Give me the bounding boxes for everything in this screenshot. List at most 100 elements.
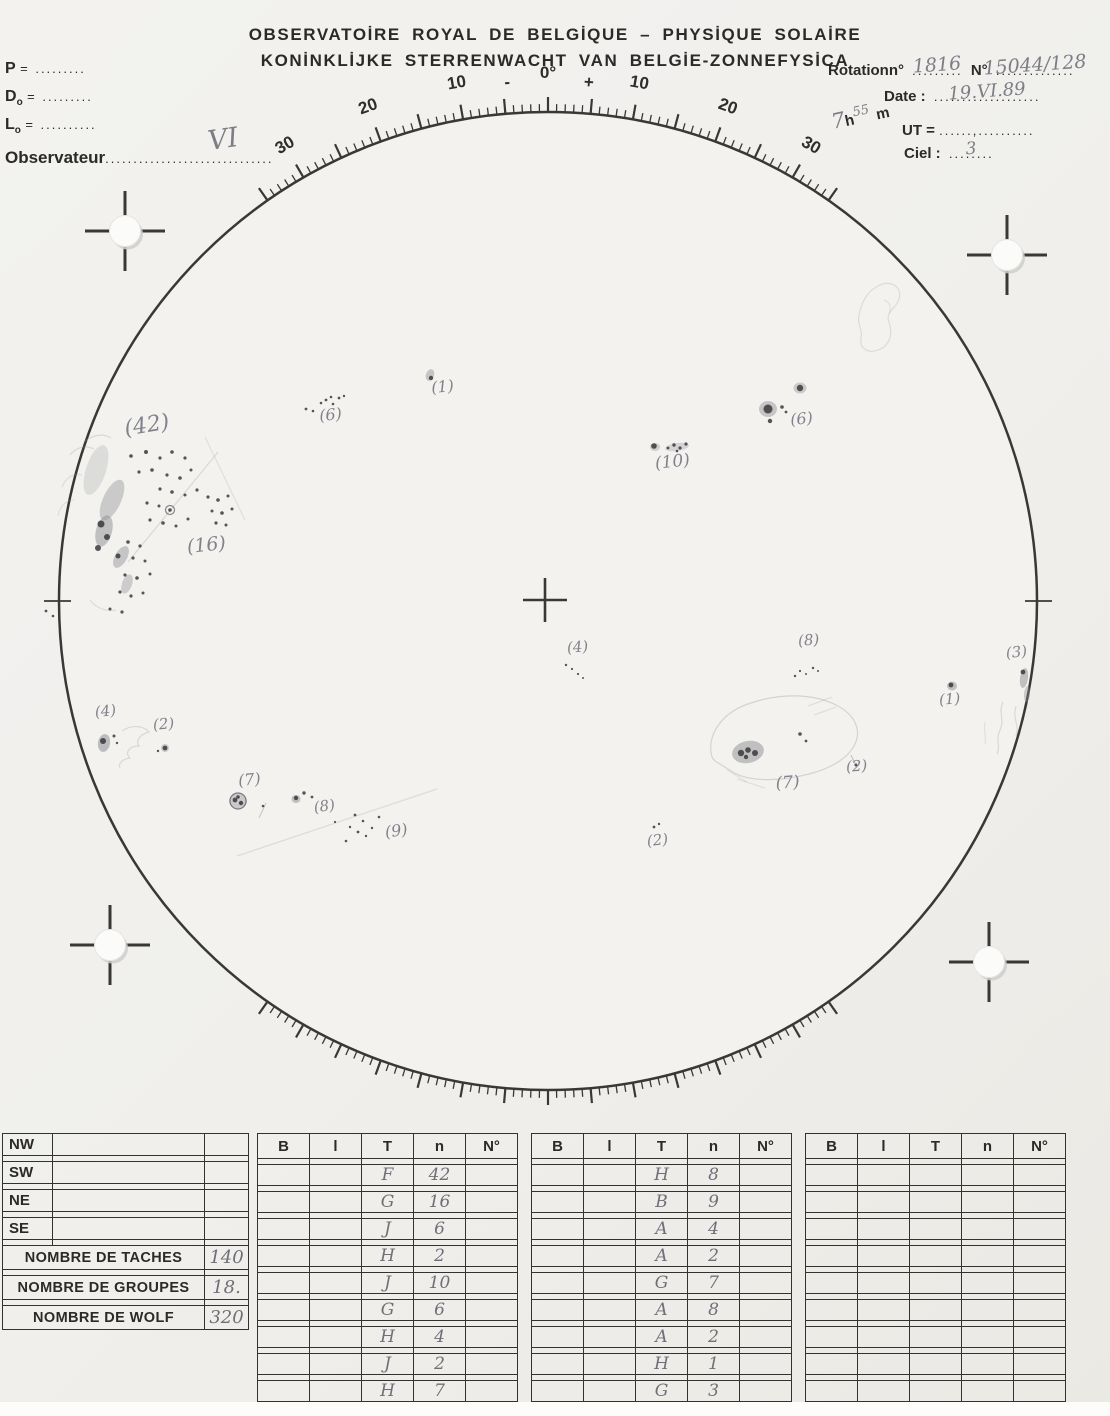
dial-tick (334, 1043, 343, 1059)
dial-tick (698, 1065, 703, 1074)
dial-tick (427, 1075, 431, 1084)
field-l0-label: L (5, 116, 15, 133)
table-cell (857, 1272, 910, 1294)
column-header: B (531, 1133, 584, 1159)
sunspot-group-count-label: (7) (237, 769, 262, 790)
table-cell (961, 1380, 1014, 1402)
table-cell (739, 1326, 792, 1348)
punch-hole (991, 239, 1023, 271)
date-value-field: ................... 19.VI.89 (933, 78, 1041, 105)
sunspot-ring (164, 504, 176, 516)
dial-tick (769, 157, 775, 166)
sunspot (123, 573, 127, 577)
table-cell: 9 (687, 1191, 740, 1213)
quadrant-value-cell (52, 1217, 205, 1240)
sunspot (576, 672, 580, 676)
sunspot (183, 456, 187, 460)
dial-tick (761, 1040, 767, 1048)
table-cell: A (635, 1326, 688, 1348)
dial-tick (598, 1087, 601, 1096)
quadrant-label: SE (2, 1217, 53, 1240)
sunspot (174, 524, 178, 528)
sunspot (293, 795, 299, 801)
dial-tick (416, 113, 423, 129)
column-header: B (805, 1133, 858, 1159)
ciel-label: Ciel : (904, 145, 941, 162)
field-p-label: P (5, 60, 16, 77)
sunspot (666, 446, 670, 450)
quadrant-extra-cell (204, 1189, 249, 1212)
pencil-outline (69, 446, 95, 456)
dial-tick (306, 165, 312, 174)
sunspot (570, 667, 574, 671)
dial-tick (486, 107, 490, 116)
table-cell (909, 1164, 962, 1186)
table-cell (309, 1299, 362, 1321)
table-cell (961, 1353, 1014, 1375)
sunspot (370, 826, 374, 830)
table-cell (1013, 1245, 1066, 1267)
sunspot-group: (9) (333, 813, 409, 843)
date-label: Date : (884, 88, 926, 105)
sunspot (157, 504, 161, 508)
table-cell (857, 1353, 910, 1375)
dial-tick (791, 1023, 801, 1039)
sunspot-penumbra (121, 574, 133, 594)
sunspot-penumbra (1023, 686, 1031, 702)
spacer-row (257, 1293, 518, 1300)
table-cell: H (635, 1164, 688, 1186)
dial-tick (657, 116, 661, 125)
sunspot-group: (3) (996, 642, 1031, 755)
pencil-outline (736, 778, 766, 789)
sunspot (214, 521, 218, 525)
ciel-row: Ciel : ........ 3 (904, 139, 998, 162)
dial-degree-label: 20 (716, 94, 740, 118)
sunspot-group: (8) (291, 791, 336, 816)
dial-tick (623, 1083, 627, 1092)
table-cell: G (361, 1191, 414, 1213)
sunspot-penumbra (229, 793, 247, 809)
table-cell: 7 (413, 1380, 466, 1402)
quadrant-row: NW (2, 1133, 249, 1156)
sunspot (793, 674, 797, 678)
table-cell (531, 1353, 584, 1375)
sunspot (100, 738, 106, 744)
table-cell: J (361, 1218, 414, 1240)
sunspot (131, 556, 135, 560)
table-cell (257, 1353, 310, 1375)
dial-tick (640, 1080, 644, 1089)
dial-tick (589, 98, 594, 114)
sunspot (226, 494, 230, 498)
dial-tick (269, 1006, 276, 1014)
field-l0-dots: = .......... (25, 117, 97, 132)
dial-tick (714, 127, 722, 142)
dial-tick (269, 188, 276, 196)
table-cell (257, 1191, 310, 1213)
dial-tick (769, 1036, 775, 1045)
sunspot-group: (1) (938, 681, 961, 709)
sunspot (675, 449, 679, 453)
dial-tick (502, 1088, 507, 1104)
dial-tick (321, 1036, 327, 1045)
pencil-sketch (204, 436, 246, 521)
table-cell (465, 1164, 518, 1186)
dial-tick (369, 136, 374, 145)
dial-tick (738, 1050, 743, 1059)
summary-row: NOMBRE DE GROUPES 18. (2, 1275, 249, 1300)
dial-tick (730, 1054, 735, 1063)
sunspot (342, 394, 346, 398)
table-cell (805, 1353, 858, 1375)
sunspot (763, 404, 773, 414)
sunspot (232, 797, 238, 803)
summary-value: 140 (204, 1245, 249, 1270)
sunspot-group-count-label: (10) (654, 450, 691, 474)
table-row: F 42 (257, 1164, 518, 1186)
pencil-outline (807, 696, 833, 707)
sunspot (230, 507, 234, 511)
table-cell (1013, 1326, 1066, 1348)
